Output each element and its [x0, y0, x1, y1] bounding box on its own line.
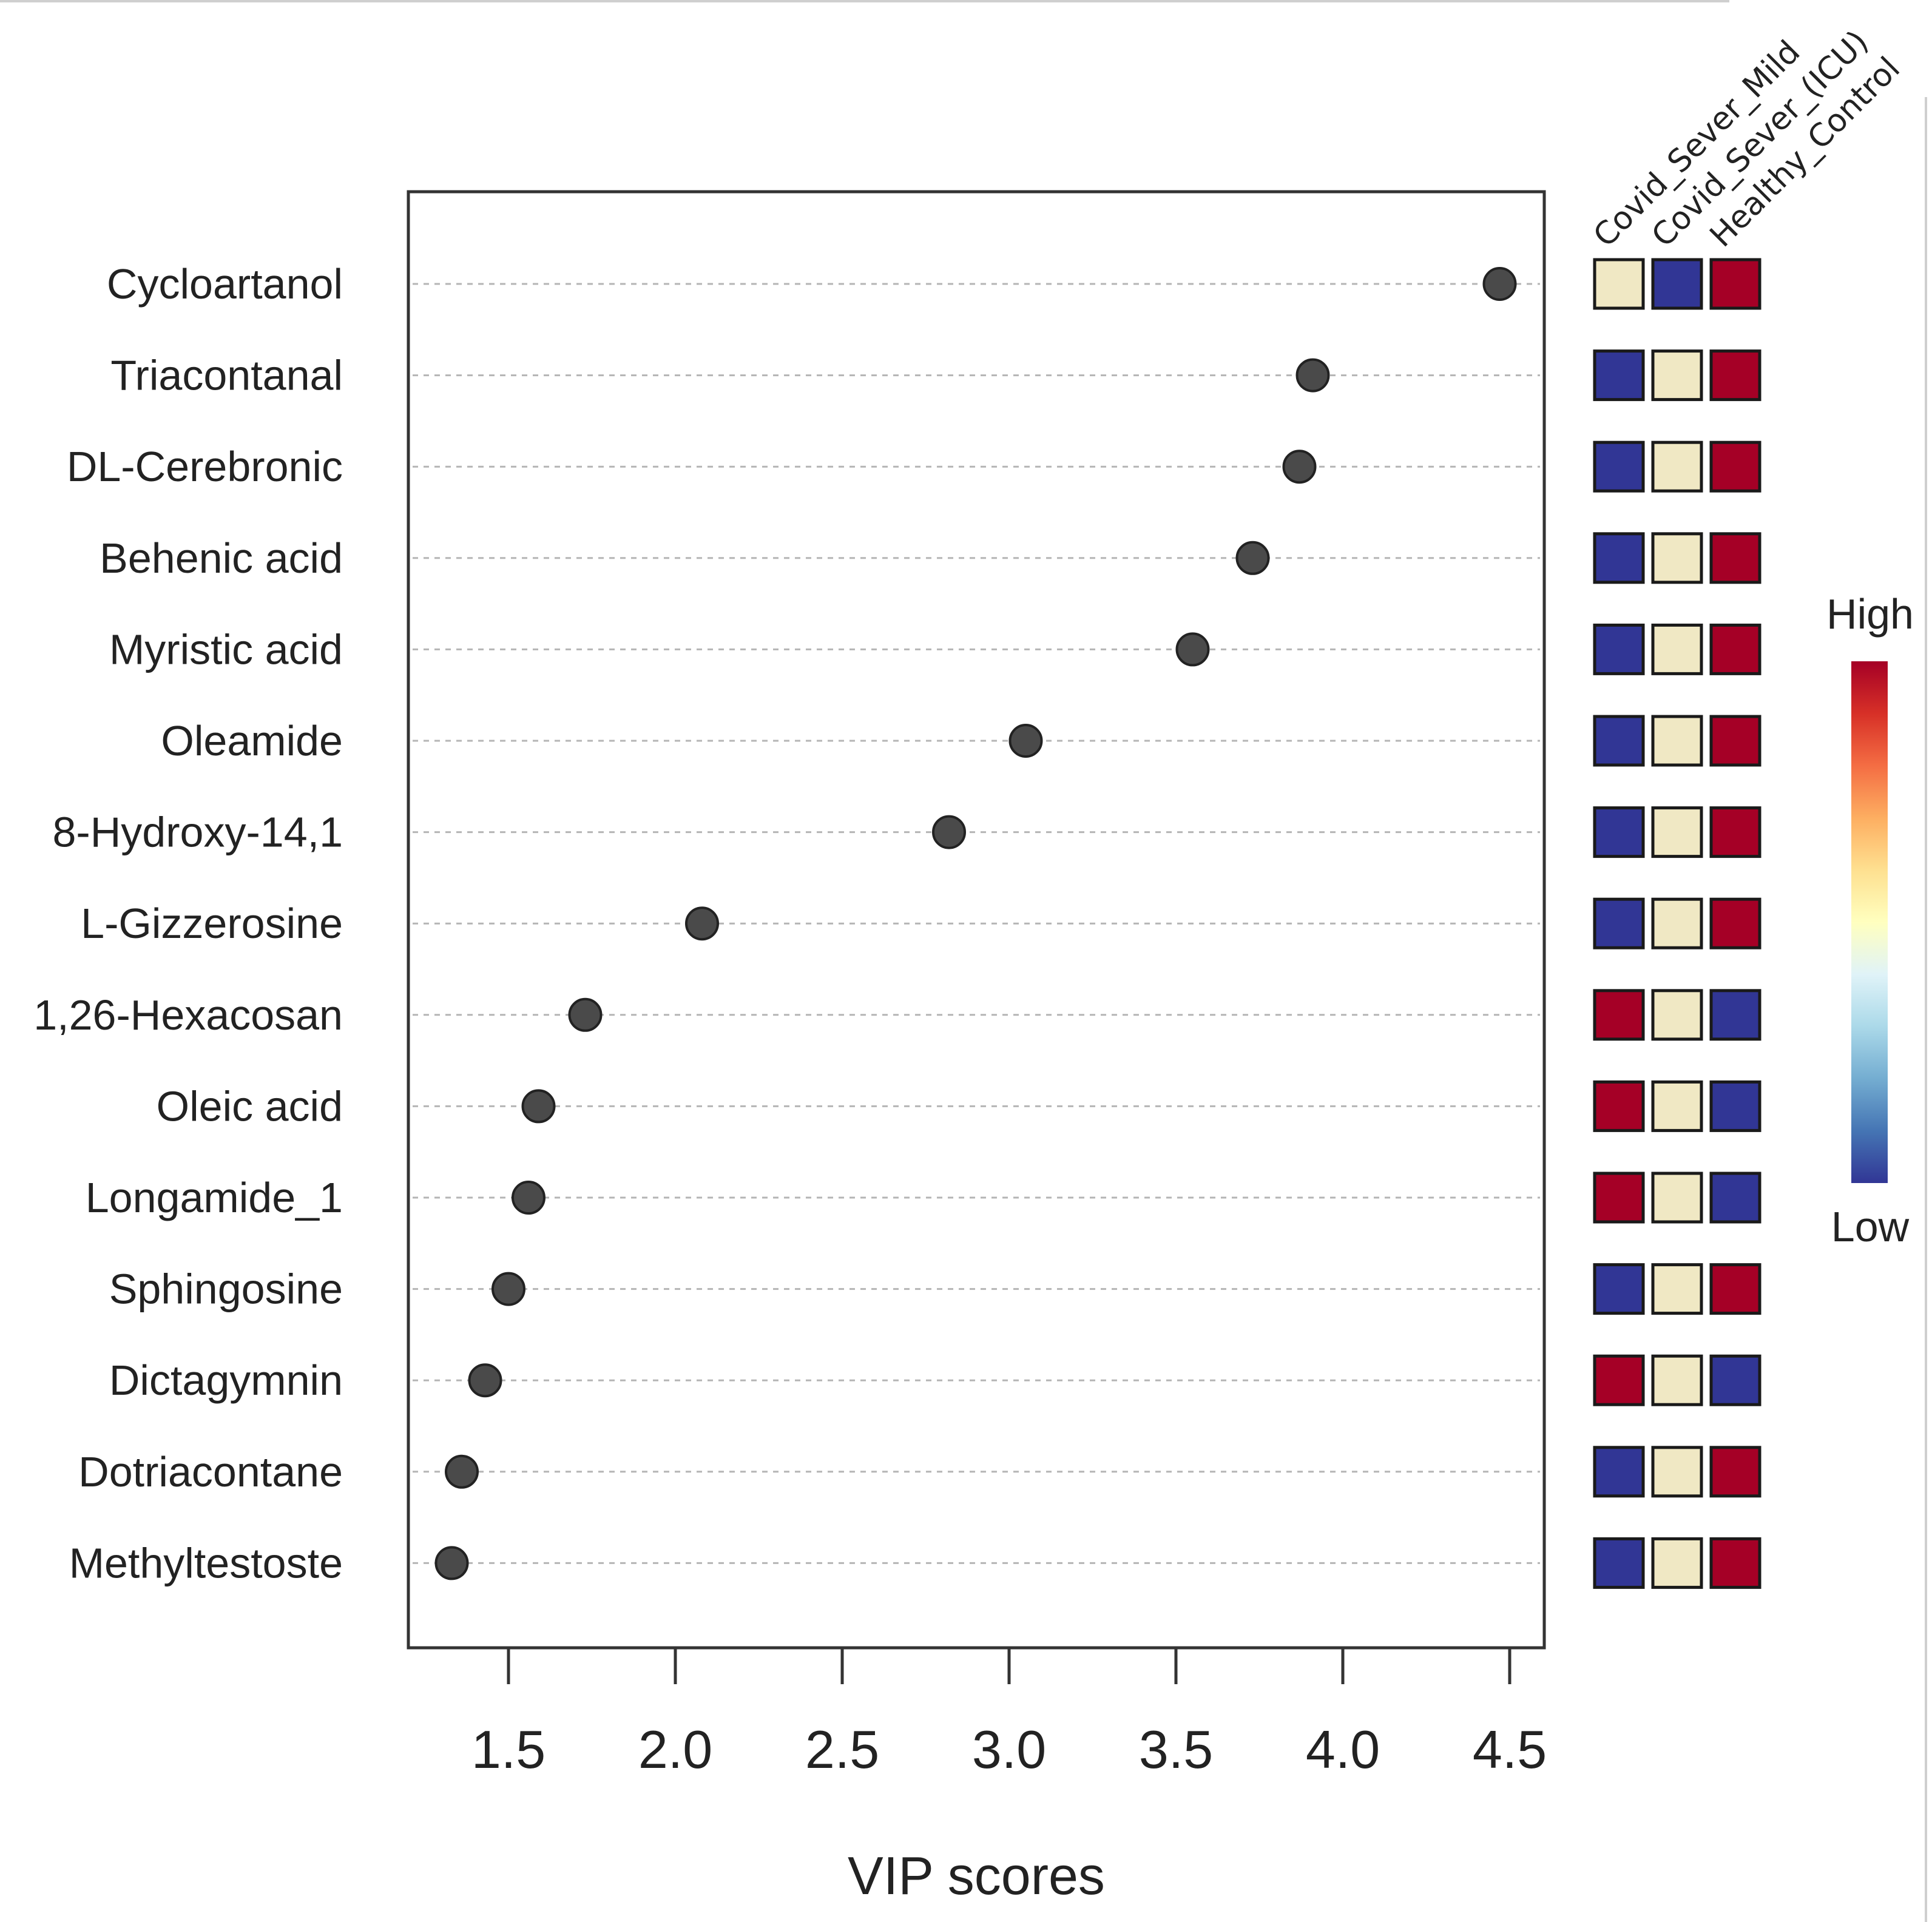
heatmap-cell — [1709, 349, 1761, 402]
heatmap-cell — [1709, 989, 1761, 1041]
legend-high-label: High — [1826, 590, 1914, 638]
heatmap-cell — [1709, 1263, 1761, 1315]
row-label: DL-Cerebronic — [67, 443, 343, 490]
x-tick-label: 2.0 — [638, 1719, 712, 1779]
vip-point — [512, 1181, 545, 1215]
vip-point — [932, 815, 966, 849]
heatmap-cell — [1709, 258, 1761, 310]
vip-point — [468, 1363, 502, 1398]
heatmap-cell — [1709, 715, 1761, 767]
row-label: Dictagymnin — [109, 1357, 343, 1404]
data-points — [434, 267, 1517, 1580]
vip-point — [1295, 358, 1330, 393]
row-label: Cycloartanol — [107, 260, 343, 308]
vip-point — [1482, 267, 1517, 301]
heatmap-cell — [1651, 1263, 1703, 1315]
heatmap-cell — [1709, 1537, 1761, 1589]
row-label: 1,26-Hexacosan — [33, 991, 343, 1039]
heatmap-cell — [1651, 715, 1703, 767]
vip-point — [445, 1454, 479, 1489]
heatmap-cell — [1651, 1172, 1703, 1224]
heatmap-cell — [1593, 1080, 1645, 1132]
heatmap-cell — [1593, 258, 1645, 310]
heatmap-cell — [1593, 1263, 1645, 1315]
color-legend: High Low — [1826, 590, 1914, 1250]
heatmap — [1593, 258, 1761, 1589]
row-label: Oleamide — [161, 717, 343, 764]
heatmap-cell — [1593, 440, 1645, 493]
vip-point — [1235, 541, 1270, 575]
heatmap-cell — [1651, 806, 1703, 858]
row-label: Methyltestoste — [69, 1539, 343, 1586]
x-tick-label: 3.0 — [972, 1719, 1046, 1779]
row-label: Dotriacontane — [78, 1448, 343, 1495]
heatmap-cell — [1709, 806, 1761, 858]
heatmap-cell — [1593, 1354, 1645, 1406]
window-right-border — [1925, 97, 1927, 1922]
x-tick-label: 3.5 — [1139, 1719, 1213, 1779]
vip-point — [685, 906, 719, 941]
heatmap-cell — [1651, 349, 1703, 402]
row-label: Myristic acid — [109, 625, 343, 673]
heatmap-cell — [1651, 258, 1703, 310]
vip-point — [568, 997, 603, 1032]
heatmap-cell — [1651, 897, 1703, 949]
heatmap-column-labels: Covid_Sever_MildCovid_Sever_(ICU)Healthy… — [1587, 24, 1907, 254]
row-label: Oleic acid — [157, 1082, 343, 1130]
heatmap-cell — [1593, 623, 1645, 675]
x-tick-label: 2.5 — [805, 1719, 879, 1779]
legend-gradient-bar — [1851, 661, 1888, 1183]
x-tick-label: 1.5 — [471, 1719, 545, 1779]
heatmap-cell — [1709, 1172, 1761, 1224]
heatmap-cell — [1593, 349, 1645, 402]
vip-point — [434, 1546, 469, 1580]
heatmap-cell — [1651, 989, 1703, 1041]
heatmap-cell — [1709, 623, 1761, 675]
vip-point — [1008, 724, 1043, 758]
heatmap-cell — [1593, 1537, 1645, 1589]
row-label: Behenic acid — [100, 534, 343, 582]
heatmap-cell — [1651, 1354, 1703, 1406]
x-axis: 1.5 2.0 2.5 3.0 3.5 4.0 4.5 — [471, 1646, 1547, 1779]
heatmap-cell — [1709, 1080, 1761, 1132]
heatmap-cell — [1651, 623, 1703, 675]
heatmap-cell — [1593, 806, 1645, 858]
x-axis-title: VIP scores — [848, 1846, 1105, 1906]
row-label: 8-Hydroxy-14,1 — [52, 809, 343, 856]
heatmap-cell — [1593, 989, 1645, 1041]
heatmap-cell — [1651, 1537, 1703, 1589]
row-label: L-Gizzerosine — [81, 900, 343, 947]
heatmap-cell — [1651, 440, 1703, 493]
heatmap-cell — [1593, 715, 1645, 767]
heatmap-cell — [1709, 897, 1761, 949]
vip-point — [491, 1272, 525, 1306]
heatmap-cell — [1593, 1172, 1645, 1224]
heatmap-cell — [1709, 440, 1761, 493]
row-label: Triacontanal — [110, 352, 343, 399]
heatmap-cell — [1593, 1446, 1645, 1498]
heatmap-cell — [1593, 532, 1645, 584]
vip-point — [1282, 450, 1317, 484]
heatmap-cell — [1709, 532, 1761, 584]
heatmap-cell — [1651, 532, 1703, 584]
heatmap-cell — [1593, 897, 1645, 949]
heatmap-cell — [1709, 1446, 1761, 1498]
legend-low-label: Low — [1831, 1203, 1910, 1250]
row-guides — [413, 283, 1540, 1564]
vip-point — [521, 1089, 556, 1124]
window-top-border — [0, 0, 1729, 2]
row-label: Longamide_1 — [86, 1174, 343, 1221]
row-labels: Cycloartanol Triacontanal DL-Cerebronic Beh… — [33, 260, 343, 1586]
row-label: Sphingosine — [109, 1266, 343, 1313]
heatmap-cell — [1651, 1446, 1703, 1498]
x-tick-label: 4.5 — [1473, 1719, 1547, 1779]
vip-point — [1175, 632, 1210, 667]
heatmap-cell — [1709, 1354, 1761, 1406]
x-tick-label: 4.0 — [1306, 1719, 1380, 1779]
plot-frame — [407, 190, 1546, 1650]
heatmap-cell — [1651, 1080, 1703, 1132]
